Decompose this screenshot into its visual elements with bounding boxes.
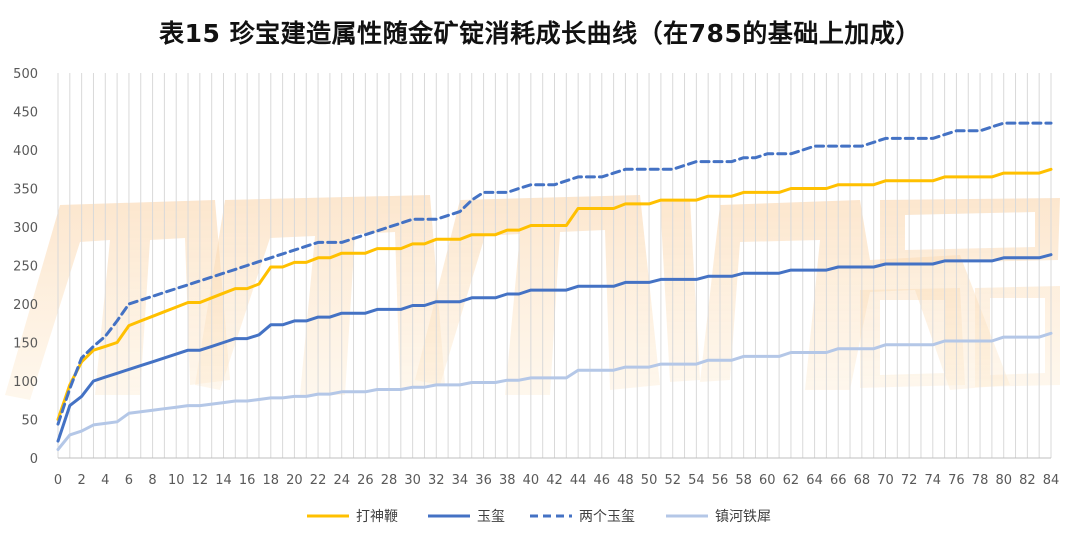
x-tick-label: 50 (641, 473, 658, 488)
x-tick-label: 36 (475, 473, 492, 488)
x-tick-label: 34 (452, 473, 469, 488)
x-tick-label: 46 (594, 473, 611, 488)
x-tick-label: 10 (168, 473, 185, 488)
x-tick-label: 56 (712, 473, 729, 488)
x-tick-label: 14 (215, 473, 232, 488)
y-tick-label: 450 (13, 106, 38, 121)
y-tick-label: 200 (13, 298, 38, 313)
y-tick-label: 500 (13, 67, 38, 82)
legend-label: 打神鞭 (356, 508, 398, 525)
x-tick-label: 18 (263, 473, 280, 488)
x-tick-label: 8 (148, 473, 156, 488)
x-tick-label: 70 (877, 473, 894, 488)
legend-label: 镇河铁犀 (715, 509, 771, 525)
legend-label: 两个玉玺 (579, 509, 635, 525)
x-tick-label: 40 (523, 473, 540, 488)
x-tick-label: 6 (125, 473, 133, 488)
grid-lines (57, 73, 1052, 458)
x-tick-label: 84 (1043, 473, 1060, 488)
x-tick-label: 66 (830, 473, 847, 488)
x-tick-label: 32 (428, 473, 445, 488)
x-tick-label: 52 (664, 473, 681, 488)
x-tick-label: 58 (735, 473, 752, 488)
x-tick-label: 74 (925, 473, 942, 488)
x-tick-label: 68 (854, 473, 871, 488)
x-tick-label: 48 (617, 473, 634, 488)
x-tick-label: 30 (404, 473, 421, 488)
y-tick-label: 50 (21, 414, 38, 429)
y-tick-label: 350 (13, 183, 38, 198)
x-tick-label: 26 (357, 473, 374, 488)
x-tick-label: 0 (54, 473, 62, 488)
x-tick-label: 76 (948, 473, 965, 488)
series-line-0 (56, 167, 1053, 421)
x-tick-label: 38 (499, 473, 516, 488)
x-tick-label: 12 (192, 473, 209, 488)
x-tick-label: 20 (286, 473, 303, 488)
x-tick-label: 80 (995, 473, 1012, 488)
x-tick-label: 24 (333, 473, 350, 488)
y-tick-label: 0 (30, 452, 38, 467)
x-tick-label: 16 (239, 473, 256, 488)
x-tick-label: 2 (78, 473, 86, 488)
x-tick-label: 72 (901, 473, 918, 488)
y-tick-label: 150 (13, 337, 38, 352)
series-lines (56, 121, 1053, 451)
series-line-3 (56, 331, 1053, 451)
x-tick-label: 64 (806, 473, 823, 488)
legend-label: 玉玺 (477, 509, 505, 525)
y-tick-label: 400 (13, 144, 38, 159)
y-tick-label: 300 (13, 221, 38, 236)
y-tick-label: 100 (13, 375, 38, 390)
x-tick-label: 44 (570, 473, 587, 488)
y-axis-ticks: 0 50 100 150 200 250 300 350 400 450 500 (13, 67, 38, 467)
x-tick-label: 54 (688, 473, 705, 488)
x-tick-label: 4 (101, 473, 109, 488)
x-axis-ticks: 0 2 4 6 8 10 12 14 16 18 20 22 24 26 28 30 32 34 36 38 40 42 4… (54, 473, 1059, 488)
legend: 打神鞭 玉玺 两个玉玺 镇河铁犀 (307, 508, 771, 525)
x-tick-label: 22 (310, 473, 327, 488)
x-tick-label: 82 (1019, 473, 1036, 488)
x-tick-label: 78 (972, 473, 989, 488)
x-tick-label: 28 (381, 473, 398, 488)
chart-title: 表15 珍宝建造属性随金矿锭消耗成长曲线（在785的基础上加成） (159, 19, 921, 48)
x-tick-label: 60 (759, 473, 776, 488)
x-tick-label: 42 (546, 473, 563, 488)
x-tick-label: 62 (783, 473, 800, 488)
y-tick-label: 250 (13, 260, 38, 275)
series-line-1 (56, 253, 1053, 443)
series-line-2 (56, 121, 1053, 426)
